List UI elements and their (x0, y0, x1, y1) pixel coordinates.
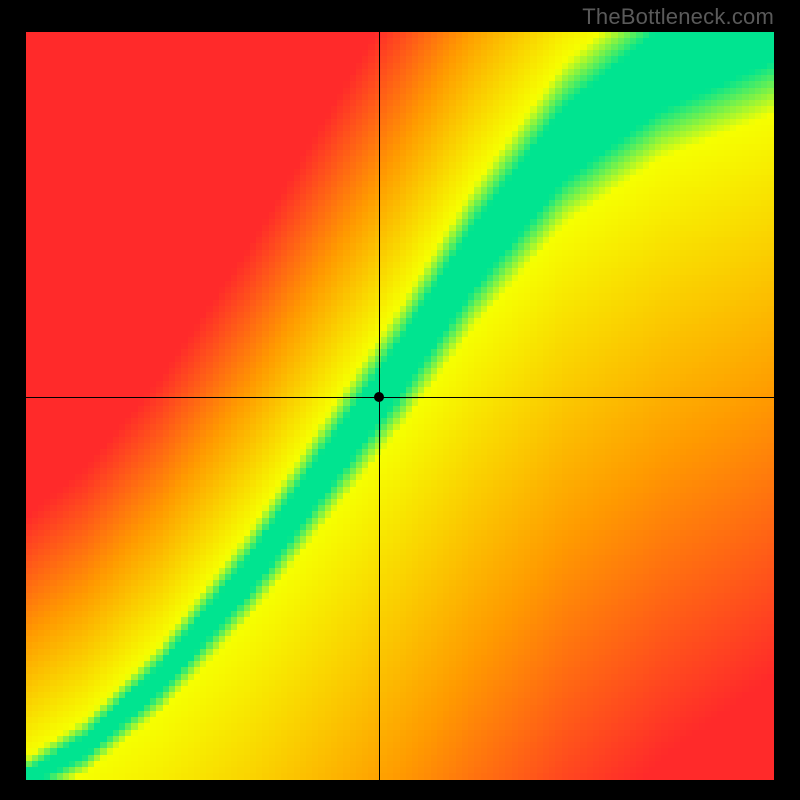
chart-container: TheBottleneck.com (0, 0, 800, 800)
watermark-text: TheBottleneck.com (582, 4, 774, 30)
bottleneck-heatmap (26, 32, 774, 780)
crosshair-vertical (379, 32, 380, 780)
crosshair-horizontal (26, 397, 774, 398)
operating-point-marker (374, 392, 384, 402)
plot-area (26, 32, 774, 780)
